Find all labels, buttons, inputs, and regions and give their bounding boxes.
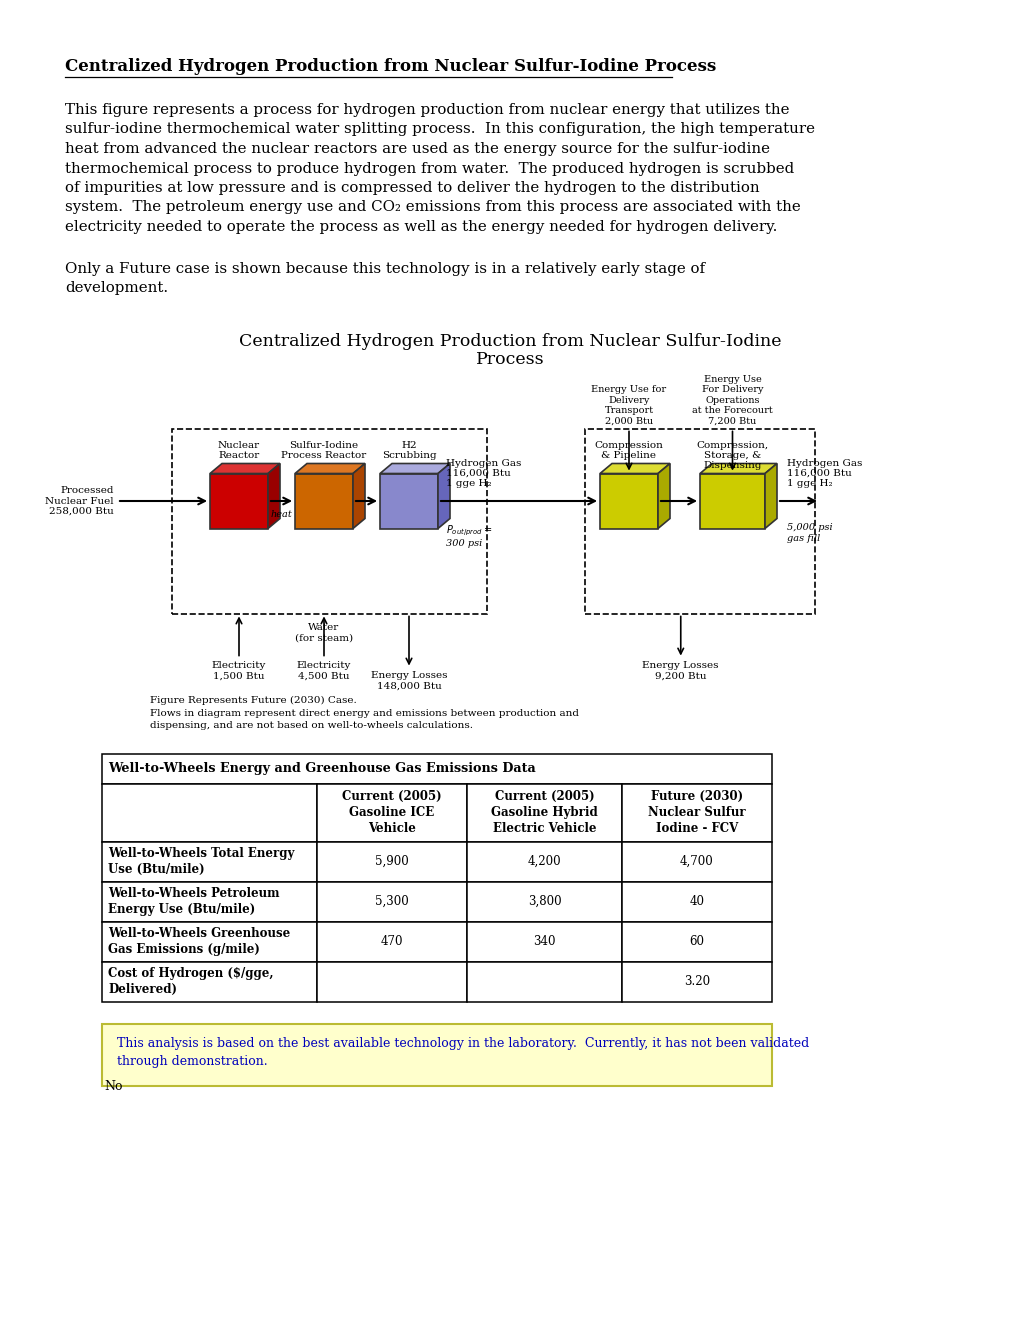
Text: dispensing, and are not based on well-to-wheels calculations.: dispensing, and are not based on well-to… [150, 722, 473, 730]
Text: Centralized Hydrogen Production from Nuclear Sulfur-Iodine Process: Centralized Hydrogen Production from Nuc… [65, 58, 715, 75]
Bar [622, 882, 771, 921]
Text: development.: development. [65, 281, 168, 294]
Bar [467, 842, 622, 882]
Text: 470: 470 [380, 935, 403, 948]
Text: electricity needed to operate the process as well as the energy needed for hydro: electricity needed to operate the proces… [65, 220, 776, 234]
Text: system.  The petroleum energy use and CO₂ emissions from this process are associ: system. The petroleum energy use and CO₂… [65, 201, 800, 214]
Polygon shape [764, 463, 776, 528]
Text: Energy Use
For Delivery
Operations
at the Forecourt
7,200 Btu: Energy Use For Delivery Operations at th… [692, 375, 772, 425]
Text: 340: 340 [533, 935, 555, 948]
Text: through demonstration.: through demonstration. [117, 1056, 267, 1068]
Text: Centralized Hydrogen Production from Nuclear Sulfur-Iodine: Centralized Hydrogen Production from Nuc… [238, 333, 781, 350]
Bar [317, 842, 467, 882]
Text: 5,000 psi
gas fill: 5,000 psi gas fill [787, 524, 832, 543]
Bar [599, 474, 657, 528]
Bar [467, 921, 622, 961]
Text: 3,800: 3,800 [527, 895, 560, 908]
Text: Processed
Nuclear Fuel
258,000 Btu: Processed Nuclear Fuel 258,000 Btu [45, 486, 114, 516]
Text: Sulfur-Iodine
Process Reactor: Sulfur-Iodine Process Reactor [281, 441, 366, 459]
Bar [172, 429, 486, 614]
Text: Well-to-Wheels Petroleum
Energy Use (Btu/mile): Well-to-Wheels Petroleum Energy Use (Btu… [108, 887, 279, 916]
Text: Well-to-Wheels Total Energy
Use (Btu/mile): Well-to-Wheels Total Energy Use (Btu/mil… [108, 847, 294, 876]
Bar [317, 921, 467, 961]
Bar [317, 784, 467, 842]
Text: Energy Losses
9,200 Btu: Energy Losses 9,200 Btu [642, 661, 718, 681]
Text: 40: 40 [689, 895, 704, 908]
Bar [210, 474, 268, 528]
Text: $P_{out/prod}=$
300 psi: $P_{out/prod}=$ 300 psi [445, 524, 492, 548]
Text: No: No [104, 1081, 122, 1093]
Text: Well-to-Wheels Energy and Greenhouse Gas Emissions Data: Well-to-Wheels Energy and Greenhouse Gas… [108, 762, 535, 775]
Text: Only a Future case is shown because this technology is in a relatively early sta: Only a Future case is shown because this… [65, 261, 704, 276]
Bar [102, 1023, 771, 1085]
Polygon shape [294, 463, 365, 474]
Text: Compression,
Storage, &
Dispensing: Compression, Storage, & Dispensing [696, 441, 767, 470]
Bar [102, 842, 317, 882]
Polygon shape [437, 463, 449, 528]
Bar [622, 784, 771, 842]
Text: 60: 60 [689, 935, 704, 948]
Text: Flows in diagram represent direct energy and emissions between production and: Flows in diagram represent direct energy… [150, 710, 579, 718]
Polygon shape [599, 463, 669, 474]
Bar [102, 754, 771, 784]
Text: 4,200: 4,200 [527, 855, 560, 869]
Bar [467, 961, 622, 1002]
Text: Figure Represents Future (2030) Case.: Figure Represents Future (2030) Case. [150, 696, 357, 705]
Text: Electricity
1,500 Btu: Electricity 1,500 Btu [212, 661, 266, 681]
Bar [622, 961, 771, 1002]
Bar [102, 784, 317, 842]
Bar [380, 474, 437, 528]
Text: 4,700: 4,700 [680, 855, 713, 869]
Text: Compression
& Pipeline: Compression & Pipeline [594, 441, 662, 459]
Text: Cost of Hydrogen ($/gge,
Delivered): Cost of Hydrogen ($/gge, Delivered) [108, 968, 273, 997]
Polygon shape [380, 463, 449, 474]
Bar [102, 921, 317, 961]
Polygon shape [353, 463, 365, 528]
Bar [699, 474, 764, 528]
Text: thermochemical process to produce hydrogen from water.  The produced hydrogen is: thermochemical process to produce hydrog… [65, 161, 794, 176]
Polygon shape [210, 463, 280, 474]
Text: heat from advanced the nuclear reactors are used as the energy source for the su: heat from advanced the nuclear reactors … [65, 143, 769, 156]
Bar [317, 961, 467, 1002]
Text: 3.20: 3.20 [684, 975, 709, 987]
Text: Energy Losses
148,000 Btu: Energy Losses 148,000 Btu [370, 672, 446, 690]
Polygon shape [657, 463, 669, 528]
Text: H2
Scrubbing: H2 Scrubbing [381, 441, 436, 459]
Text: heat: heat [270, 510, 292, 519]
Bar [467, 784, 622, 842]
Text: Nuclear
Reactor: Nuclear Reactor [218, 441, 260, 459]
Bar [622, 842, 771, 882]
Text: Electricity
4,500 Btu: Electricity 4,500 Btu [297, 661, 351, 681]
Polygon shape [268, 463, 280, 528]
Text: Water
(for steam): Water (for steam) [294, 623, 353, 643]
Bar [585, 429, 814, 614]
Text: Energy Use for
Delivery
Transport
2,000 Btu: Energy Use for Delivery Transport 2,000 … [591, 385, 665, 425]
Text: Hydrogen Gas
116,000 Btu
1 gge H₂: Hydrogen Gas 116,000 Btu 1 gge H₂ [445, 458, 521, 488]
Text: of impurities at low pressure and is compressed to deliver the hydrogen to the d: of impurities at low pressure and is com… [65, 181, 759, 195]
Polygon shape [699, 463, 776, 474]
Text: Future (2030)
Nuclear Sulfur
Iodine - FCV: Future (2030) Nuclear Sulfur Iodine - FC… [647, 789, 745, 836]
Text: 5,900: 5,900 [375, 855, 409, 869]
Text: Hydrogen Gas
116,000 Btu
1 gge H₂: Hydrogen Gas 116,000 Btu 1 gge H₂ [787, 458, 861, 488]
Bar [317, 882, 467, 921]
Bar [622, 921, 771, 961]
Text: 5,300: 5,300 [375, 895, 409, 908]
Text: Current (2005)
Gasoline Hybrid
Electric Vehicle: Current (2005) Gasoline Hybrid Electric … [490, 789, 597, 836]
Text: This figure represents a process for hydrogen production from nuclear energy tha: This figure represents a process for hyd… [65, 103, 789, 117]
Text: This analysis is based on the best available technology in the laboratory.  Curr: This analysis is based on the best avail… [117, 1038, 808, 1051]
Bar [102, 961, 317, 1002]
Text: Well-to-Wheels Greenhouse
Gas Emissions (g/mile): Well-to-Wheels Greenhouse Gas Emissions … [108, 927, 290, 956]
Bar [102, 882, 317, 921]
Bar [294, 474, 353, 528]
Text: Process: Process [475, 351, 544, 368]
Bar [467, 882, 622, 921]
Text: Current (2005)
Gasoline ICE
Vehicle: Current (2005) Gasoline ICE Vehicle [341, 789, 441, 836]
Text: sulfur-iodine thermochemical water splitting process.  In this configuration, th: sulfur-iodine thermochemical water split… [65, 123, 814, 136]
